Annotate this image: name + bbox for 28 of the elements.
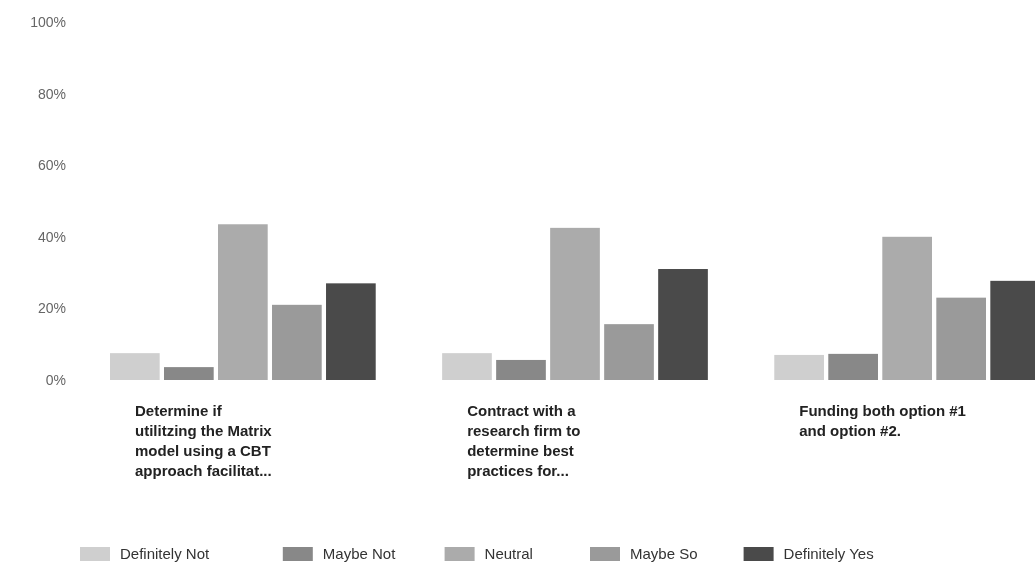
- bar: [828, 353, 878, 380]
- y-tick-label: 80%: [37, 85, 66, 102]
- bar: [164, 367, 214, 380]
- bar: [110, 353, 160, 380]
- bar: [496, 359, 546, 380]
- bar: [218, 224, 268, 380]
- y-tick-label: 0%: [45, 371, 66, 388]
- x-tick-label: Funding both option #1 and option #2.: [799, 402, 966, 439]
- bar: [442, 353, 492, 380]
- x-tick-label: Determine if utilitzing the Matrix model using a CBT approach facilitat...: [135, 402, 273, 479]
- bar: [774, 354, 824, 380]
- legend-label: Neutral: [484, 545, 533, 562]
- legend-label: Maybe So: [630, 545, 698, 562]
- y-tick-label: 20%: [37, 300, 66, 317]
- legend-label: Definitely Not: [120, 545, 211, 562]
- bar: [550, 227, 600, 380]
- legend-label: Definitely Yes: [783, 545, 874, 562]
- bar: [936, 297, 986, 380]
- x-tick-label: Contract with a research firm to determine best practices for...: [467, 402, 581, 479]
- bar: [882, 236, 932, 380]
- legend-label: Maybe Not: [322, 545, 397, 562]
- y-tick-label: 100%: [30, 13, 66, 30]
- bar: [326, 283, 376, 380]
- bar: [604, 324, 654, 380]
- y-tick-label: 40%: [37, 228, 66, 245]
- y-tick-label: 60%: [37, 157, 66, 174]
- bar: [272, 304, 322, 380]
- bar: [658, 269, 708, 380]
